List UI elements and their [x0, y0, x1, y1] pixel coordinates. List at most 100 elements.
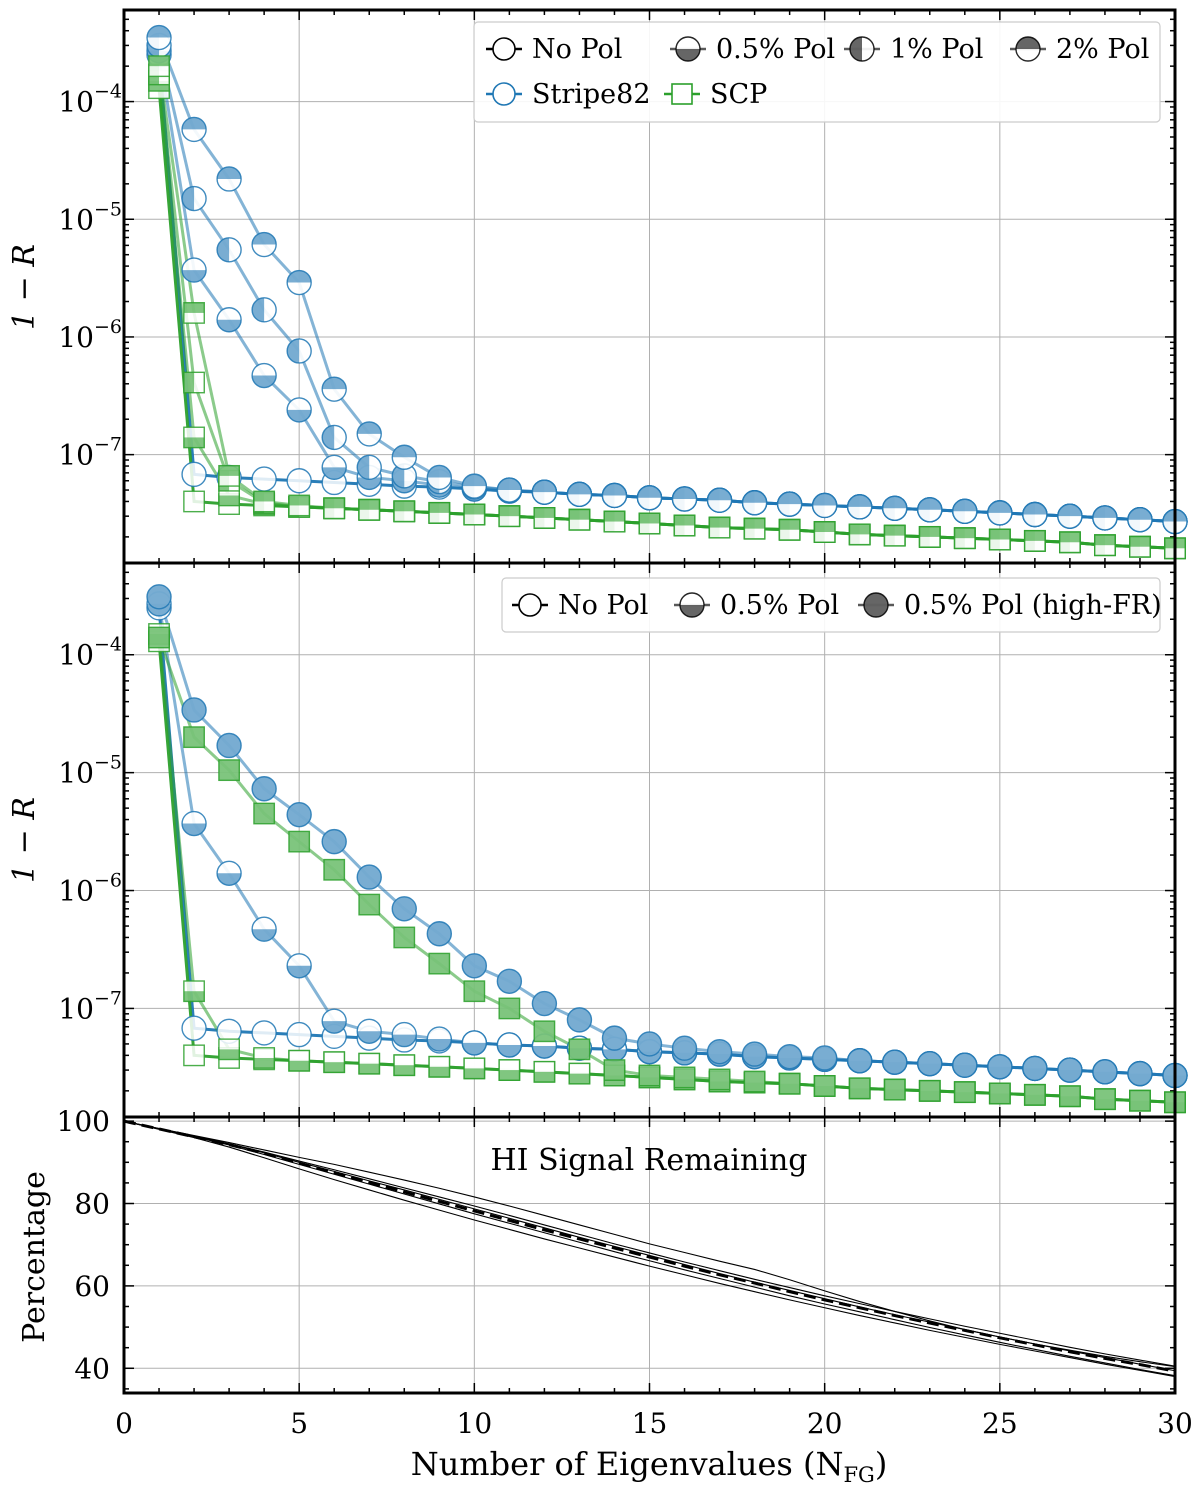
legend-label: SCP: [710, 79, 767, 110]
data-point: [181, 1015, 207, 1041]
data-point: [671, 1035, 698, 1061]
data-point: [601, 1025, 628, 1051]
data-point: [813, 1075, 836, 1097]
y-tick-label: 10: [58, 639, 94, 672]
data-point: [776, 1043, 803, 1070]
data-point: [498, 505, 521, 528]
data-point: [181, 461, 207, 488]
data-point: [848, 523, 871, 546]
data-point: [566, 481, 593, 508]
data-point: [496, 1032, 523, 1058]
data-point: [917, 1050, 943, 1077]
legend-label: 1% Pol: [890, 34, 983, 65]
data-point: [743, 1070, 766, 1093]
data-point: [391, 896, 417, 922]
data-point: [917, 497, 943, 523]
data-point: [953, 527, 976, 550]
data-point: [636, 1031, 663, 1057]
data-point: [323, 497, 346, 520]
y-tick-exponent: −6: [94, 870, 122, 892]
y-tick-label: 10: [58, 86, 94, 119]
data-point: [321, 828, 347, 855]
series-line: [157, 596, 1176, 1077]
data-point: [1127, 1060, 1153, 1087]
data-point: [183, 490, 205, 513]
data-point: [181, 257, 207, 283]
data-point: [1129, 1089, 1151, 1112]
data-point: [498, 1059, 521, 1081]
legend-label: 0.5% Pol (high-FR): [904, 590, 1162, 621]
data-point: [1127, 506, 1153, 533]
data-point: [181, 116, 207, 143]
data-point: [286, 468, 312, 494]
data-point: [988, 528, 1011, 551]
data-point: [1129, 535, 1151, 558]
data-point: [391, 463, 417, 489]
data-point: [181, 185, 207, 212]
data-point: [847, 494, 873, 520]
data-point: [428, 952, 451, 975]
data-point: [1057, 503, 1083, 529]
legend-label: 2% Pol: [1056, 34, 1149, 65]
data-point: [1057, 1057, 1083, 1083]
y-tick-exponent: −5: [94, 198, 122, 220]
legend-marker: [492, 37, 516, 61]
legend-marker: [671, 83, 693, 105]
y-axis-label: 1 − R: [7, 244, 42, 330]
data-point: [321, 424, 347, 451]
data-point: [1058, 1085, 1081, 1108]
data-point: [531, 990, 558, 1017]
y-tick-label: 10: [58, 992, 94, 1025]
data-point: [461, 1030, 488, 1056]
data-point: [953, 1081, 976, 1104]
data-point: [321, 454, 347, 481]
data-point: [776, 491, 803, 517]
data-point: [391, 444, 417, 470]
data-point: [568, 508, 591, 531]
data-point: [393, 926, 416, 949]
bottom-panel: 100 80 60 400 5 10 15 20 25 30 HI Signal Remaining…: [17, 1105, 1193, 1487]
data-point: [146, 24, 172, 51]
data-point: [743, 517, 766, 540]
data-point: [988, 1082, 1011, 1105]
data-point: [883, 524, 906, 547]
middle-panel: 10 −410 −510 −610 −71 − RNo Pol 0.5% Pol 0.5% …: [7, 561, 1188, 1119]
y-tick-label: 60: [74, 1270, 110, 1303]
data-point: [288, 830, 311, 853]
data-point: [461, 953, 488, 979]
data-point: [1022, 501, 1048, 528]
data-point: [218, 759, 240, 782]
series-line: [123, 1120, 1176, 1378]
data-point: [1022, 1055, 1048, 1082]
data-point: [952, 1052, 978, 1078]
legend-label: 0.5% Pol: [720, 590, 839, 621]
data-point: [253, 490, 276, 513]
data-point: [356, 421, 382, 447]
data-point: [356, 1018, 382, 1044]
data-point: [811, 492, 838, 519]
legend-marker: [518, 593, 542, 617]
data-point: [321, 376, 347, 402]
data-point: [286, 953, 312, 979]
y-axis-label: 1 − R: [7, 797, 42, 883]
data-point: [603, 510, 626, 533]
data-point: [706, 487, 733, 513]
data-point: [918, 1079, 941, 1102]
data-point: [251, 231, 277, 258]
data-point: [708, 516, 731, 539]
legend-label: No Pol: [558, 590, 648, 621]
data-point: [146, 584, 172, 610]
data-point: [463, 503, 486, 526]
data-point: [253, 1047, 276, 1069]
y-tick-label: 10: [58, 439, 94, 472]
data-point: [181, 697, 207, 723]
data-point: [321, 1008, 347, 1034]
data-point: [498, 997, 521, 1020]
data-point: [393, 500, 416, 523]
legend-marker: [1015, 36, 1041, 62]
data-point: [286, 269, 312, 296]
data-point: [601, 482, 628, 509]
data-point: [883, 1078, 906, 1101]
data-point: [741, 1041, 768, 1067]
data-point: [1094, 1088, 1116, 1111]
